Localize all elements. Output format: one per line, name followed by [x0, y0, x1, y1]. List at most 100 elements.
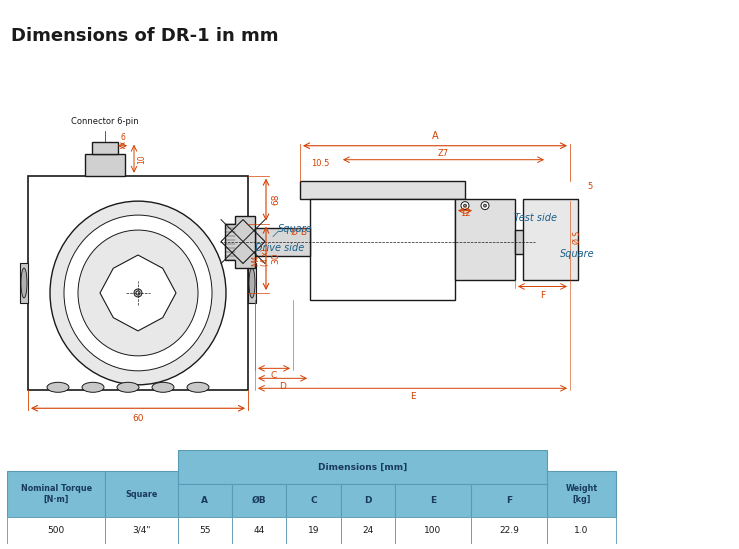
Bar [395, 484, 471, 517]
Text: M4
(4 x): M4 (4 x) [251, 248, 270, 266]
Ellipse shape [82, 382, 104, 393]
Text: Square: Square [278, 223, 313, 233]
Bar [300, 181, 465, 199]
Bar [341, 544, 395, 549]
Text: Test side: Test side [514, 212, 556, 222]
Bar [28, 176, 248, 390]
Text: Drive side: Drive side [256, 243, 304, 253]
Bar [286, 544, 341, 549]
Text: Connector 6-pin: Connector 6-pin [71, 117, 139, 126]
Text: 10.5: 10.5 [311, 159, 329, 167]
Bar [547, 517, 616, 544]
Bar [455, 199, 515, 281]
Bar [177, 517, 232, 544]
Bar [105, 517, 177, 544]
Text: D: D [279, 382, 286, 391]
Bar [341, 517, 395, 544]
Polygon shape [540, 217, 570, 266]
Bar [232, 517, 286, 544]
Text: 3/4": 3/4" [132, 526, 151, 535]
Text: F: F [540, 292, 545, 300]
Bar [523, 199, 578, 281]
Bar [92, 142, 118, 154]
Bar [20, 263, 28, 303]
Ellipse shape [187, 382, 209, 393]
Text: C: C [310, 496, 317, 505]
Text: 60: 60 [132, 414, 144, 423]
Text: 1.0: 1.0 [574, 526, 588, 535]
Text: 19: 19 [307, 526, 319, 535]
Bar [395, 544, 471, 549]
Bar [232, 484, 286, 517]
Bar [547, 544, 616, 549]
Circle shape [461, 201, 469, 210]
Circle shape [134, 289, 142, 297]
Text: C: C [271, 371, 277, 380]
Bar [341, 484, 395, 517]
Bar [177, 450, 547, 484]
Text: 44: 44 [253, 526, 265, 535]
Text: 68: 68 [271, 194, 280, 205]
Ellipse shape [64, 215, 212, 371]
Text: E: E [409, 393, 415, 401]
Polygon shape [225, 216, 255, 267]
Bar [7, 517, 105, 544]
Circle shape [463, 204, 466, 207]
Bar [471, 517, 547, 544]
Circle shape [483, 204, 486, 207]
Text: E: E [430, 496, 436, 505]
Bar [232, 544, 286, 549]
Ellipse shape [249, 268, 255, 298]
Bar [105, 470, 177, 517]
Ellipse shape [21, 268, 27, 298]
Text: 6: 6 [120, 133, 125, 142]
Text: D: D [364, 496, 372, 505]
Text: F: F [506, 496, 512, 505]
Circle shape [136, 291, 140, 295]
Bar [286, 484, 341, 517]
Bar [255, 228, 310, 255]
Ellipse shape [152, 382, 174, 393]
Bar [515, 229, 540, 254]
Bar [395, 517, 471, 544]
Text: A: A [201, 496, 208, 505]
Text: 24: 24 [362, 526, 373, 535]
Ellipse shape [117, 382, 139, 393]
Bar [7, 544, 105, 549]
Ellipse shape [78, 230, 198, 356]
Bar [471, 484, 547, 517]
Text: 12: 12 [460, 209, 470, 217]
Text: 100: 100 [424, 526, 441, 535]
Bar [547, 470, 616, 517]
Text: 10: 10 [137, 154, 146, 164]
Text: Ø S: Ø S [573, 231, 582, 244]
Text: 500: 500 [47, 526, 65, 535]
Text: Dimensions of DR-1 in mm: Dimensions of DR-1 in mm [11, 27, 279, 45]
Bar [310, 199, 455, 300]
Text: Z7: Z7 [438, 149, 449, 158]
Text: 5: 5 [587, 182, 592, 191]
Text: Dimensions [mm]: Dimensions [mm] [318, 462, 407, 472]
Text: Weight
[kg]: Weight [kg] [565, 484, 597, 504]
Text: Square: Square [560, 249, 595, 259]
Bar [177, 544, 232, 549]
Text: ØB: ØB [252, 496, 266, 505]
Text: Nominal Torque
[N·m]: Nominal Torque [N·m] [21, 484, 92, 504]
Bar [471, 544, 547, 549]
Bar [105, 544, 177, 549]
Text: 22.9: 22.9 [499, 526, 519, 535]
Bar [286, 517, 341, 544]
Ellipse shape [50, 201, 226, 385]
Circle shape [481, 201, 489, 210]
Bar [177, 484, 232, 517]
Ellipse shape [47, 382, 69, 393]
Bar [85, 154, 125, 176]
Text: Square: Square [125, 490, 157, 498]
Text: 30: 30 [271, 253, 280, 264]
Bar [248, 263, 256, 303]
Polygon shape [100, 255, 176, 331]
Text: 55: 55 [199, 526, 211, 535]
Bar [7, 470, 105, 517]
Text: A: A [432, 131, 438, 141]
Text: Ø B: Ø B [291, 228, 307, 237]
